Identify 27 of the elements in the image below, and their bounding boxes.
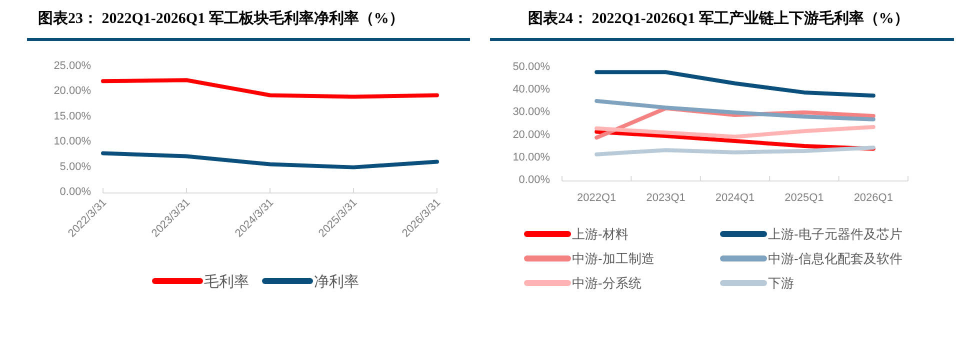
legend-label: 中游-加工制造 <box>572 251 654 266</box>
legend-label: 中游-分系统 <box>572 276 642 291</box>
y-tick-label: 20.00% <box>512 128 550 141</box>
legend-label: 中游-信息化配套及软件 <box>768 251 902 266</box>
legend-label: 上游-材料 <box>572 226 628 242</box>
y-tick-label: 40.00% <box>512 84 550 96</box>
y-tick-label: 15.00% <box>54 110 92 122</box>
y-tick-label: 0.00% <box>60 186 92 198</box>
y-tick-label: 30.00% <box>512 106 550 118</box>
legend-label: 上游-电子元器件及芯片 <box>768 226 902 242</box>
y-tick-label: 20.00% <box>54 85 92 98</box>
y-tick-label: 10.00% <box>54 136 92 148</box>
legend-label: 净利率 <box>314 273 359 290</box>
x-tick-label: 2023Q1 <box>646 192 686 204</box>
x-tick-label: 2026Q1 <box>854 192 893 204</box>
x-tick-label: 2025Q1 <box>784 192 824 204</box>
y-tick-label: 50.00% <box>512 61 550 73</box>
y-tick-label: 25.00% <box>54 60 92 72</box>
x-tick-label: 2022Q1 <box>577 192 616 204</box>
x-tick-label: 2024Q1 <box>715 192 755 204</box>
chart-title: 图表23： 2022Q1-2026Q1 军工板块毛利率净利率（%） <box>38 9 404 27</box>
legend-label: 下游 <box>768 276 794 291</box>
legend-label: 毛利率 <box>204 273 249 290</box>
chart-title: 图表24： 2022Q1-2026Q1 军工产业链上下游毛利率（%） <box>528 9 909 27</box>
y-tick-label: 5.00% <box>60 160 92 173</box>
y-tick-label: 10.00% <box>512 151 550 164</box>
y-tick-label: 0.00% <box>518 174 550 186</box>
